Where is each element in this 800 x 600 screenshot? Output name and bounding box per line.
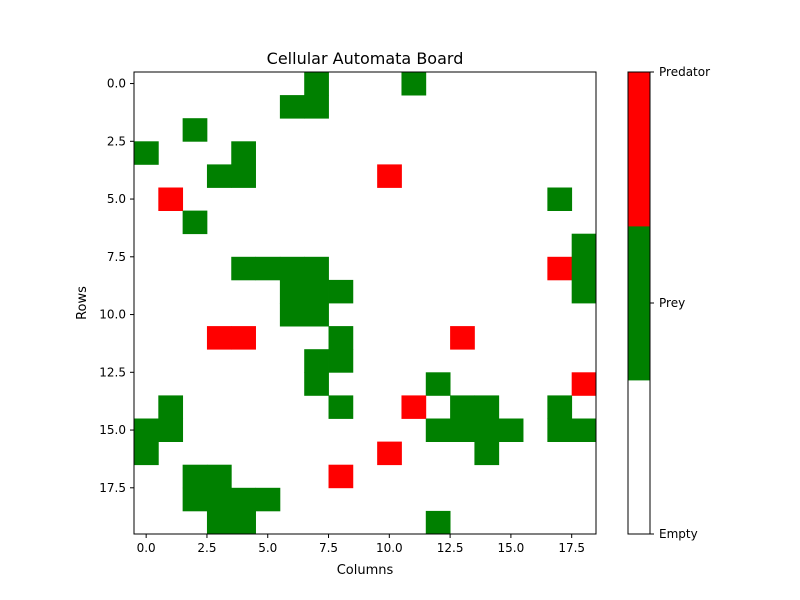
y-tick-label: 0.0	[107, 77, 126, 91]
prey-cell	[206, 487, 232, 512]
y-tick-label: 5.0	[107, 192, 126, 206]
y-tick-label: 12.5	[99, 365, 126, 379]
y-tick-label: 15.0	[99, 423, 126, 437]
predator-cell	[571, 372, 597, 396]
x-tick-label: 10.0	[376, 541, 403, 555]
prey-cell	[498, 418, 524, 442]
x-axis-label: Columns	[337, 563, 394, 578]
y-tick-label: 7.5	[107, 250, 126, 264]
prey-cell	[425, 418, 451, 442]
prey-cell	[134, 418, 159, 442]
prey-cell	[304, 95, 329, 119]
prey-cell	[474, 395, 500, 419]
prey-cell	[304, 279, 329, 304]
prey-cell	[547, 395, 573, 419]
predator-cell	[377, 441, 402, 466]
board-cells	[134, 72, 597, 535]
prey-cell	[547, 418, 573, 442]
prey-cell	[158, 395, 184, 419]
prey-cell	[304, 256, 329, 281]
x-tick-label: 17.5	[558, 541, 585, 555]
colorbar-label-predator: Predator	[659, 65, 710, 79]
prey-cell	[231, 256, 256, 281]
prey-cell	[328, 395, 354, 419]
y-tick-label: 17.5	[99, 481, 126, 495]
prey-cell	[255, 487, 281, 512]
predator-cell	[206, 326, 232, 350]
colorbar-segment-empty	[628, 380, 650, 535]
colorbar: Empty Prey Predator	[627, 65, 710, 541]
x-tick-label: 7.5	[319, 541, 338, 555]
y-axis-ticks: 0.0 2.5 5.0 7.5 10.0 12.5 15.0 17.5	[99, 77, 134, 495]
prey-cell	[279, 303, 305, 327]
prey-cell	[547, 187, 573, 211]
prey-cell	[182, 118, 208, 142]
y-tick-label: 2.5	[107, 134, 126, 148]
colorbar-segment-predator	[628, 72, 650, 227]
prey-cell	[231, 510, 256, 535]
prey-cell	[328, 326, 354, 350]
predator-cell	[547, 256, 573, 281]
prey-cell	[255, 256, 281, 281]
prey-cell	[279, 95, 305, 119]
predator-cell	[450, 326, 475, 350]
prey-cell	[450, 395, 475, 419]
predator-cell	[231, 326, 256, 350]
colorbar-label-prey: Prey	[659, 296, 685, 310]
prey-cell	[474, 418, 500, 442]
prey-cell	[328, 279, 354, 304]
prey-cell	[425, 372, 451, 396]
colorbar-segment-prey	[628, 226, 650, 381]
prey-cell	[231, 141, 256, 165]
prey-cell	[182, 487, 208, 512]
x-tick-label: 5.0	[258, 541, 277, 555]
x-tick-label: 12.5	[437, 541, 464, 555]
prey-cell	[134, 141, 159, 165]
prey-cell	[231, 164, 256, 188]
prey-cell	[231, 487, 256, 512]
prey-cell	[304, 303, 329, 327]
prey-cell	[304, 372, 329, 396]
prey-cell	[279, 256, 305, 281]
x-tick-label: 15.0	[498, 541, 525, 555]
prey-cell	[304, 72, 329, 96]
predator-cell	[158, 187, 184, 211]
prey-cell	[182, 464, 208, 489]
plot-frame	[133, 71, 597, 535]
prey-cell	[206, 164, 232, 188]
prey-cell	[279, 279, 305, 304]
y-axis-label: Rows	[75, 286, 90, 320]
prey-cell	[182, 210, 208, 235]
prey-cell	[401, 72, 427, 96]
prey-cell	[206, 464, 232, 489]
predator-cell	[377, 164, 402, 188]
prey-cell	[158, 418, 184, 442]
prey-cell	[328, 349, 354, 373]
x-tick-label: 0.0	[137, 541, 156, 555]
prey-cell	[474, 441, 500, 466]
predator-cell	[401, 395, 427, 419]
prey-cell	[134, 441, 159, 466]
prey-cell	[304, 349, 329, 373]
prey-cell	[571, 418, 597, 442]
prey-cell	[206, 510, 232, 535]
prey-cell	[450, 418, 475, 442]
prey-cell	[571, 279, 597, 304]
x-axis-ticks: 0.0 2.5 5.0 7.5 10.0 12.5 15.0 17.5	[137, 534, 585, 555]
prey-cell	[571, 233, 597, 258]
y-tick-label: 10.0	[99, 308, 126, 322]
x-tick-label: 2.5	[197, 541, 216, 555]
prey-cell	[425, 510, 451, 535]
chart-title: Cellular Automata Board	[267, 49, 464, 68]
colorbar-label-empty: Empty	[659, 527, 698, 541]
predator-cell	[328, 464, 354, 489]
prey-cell	[571, 256, 597, 281]
